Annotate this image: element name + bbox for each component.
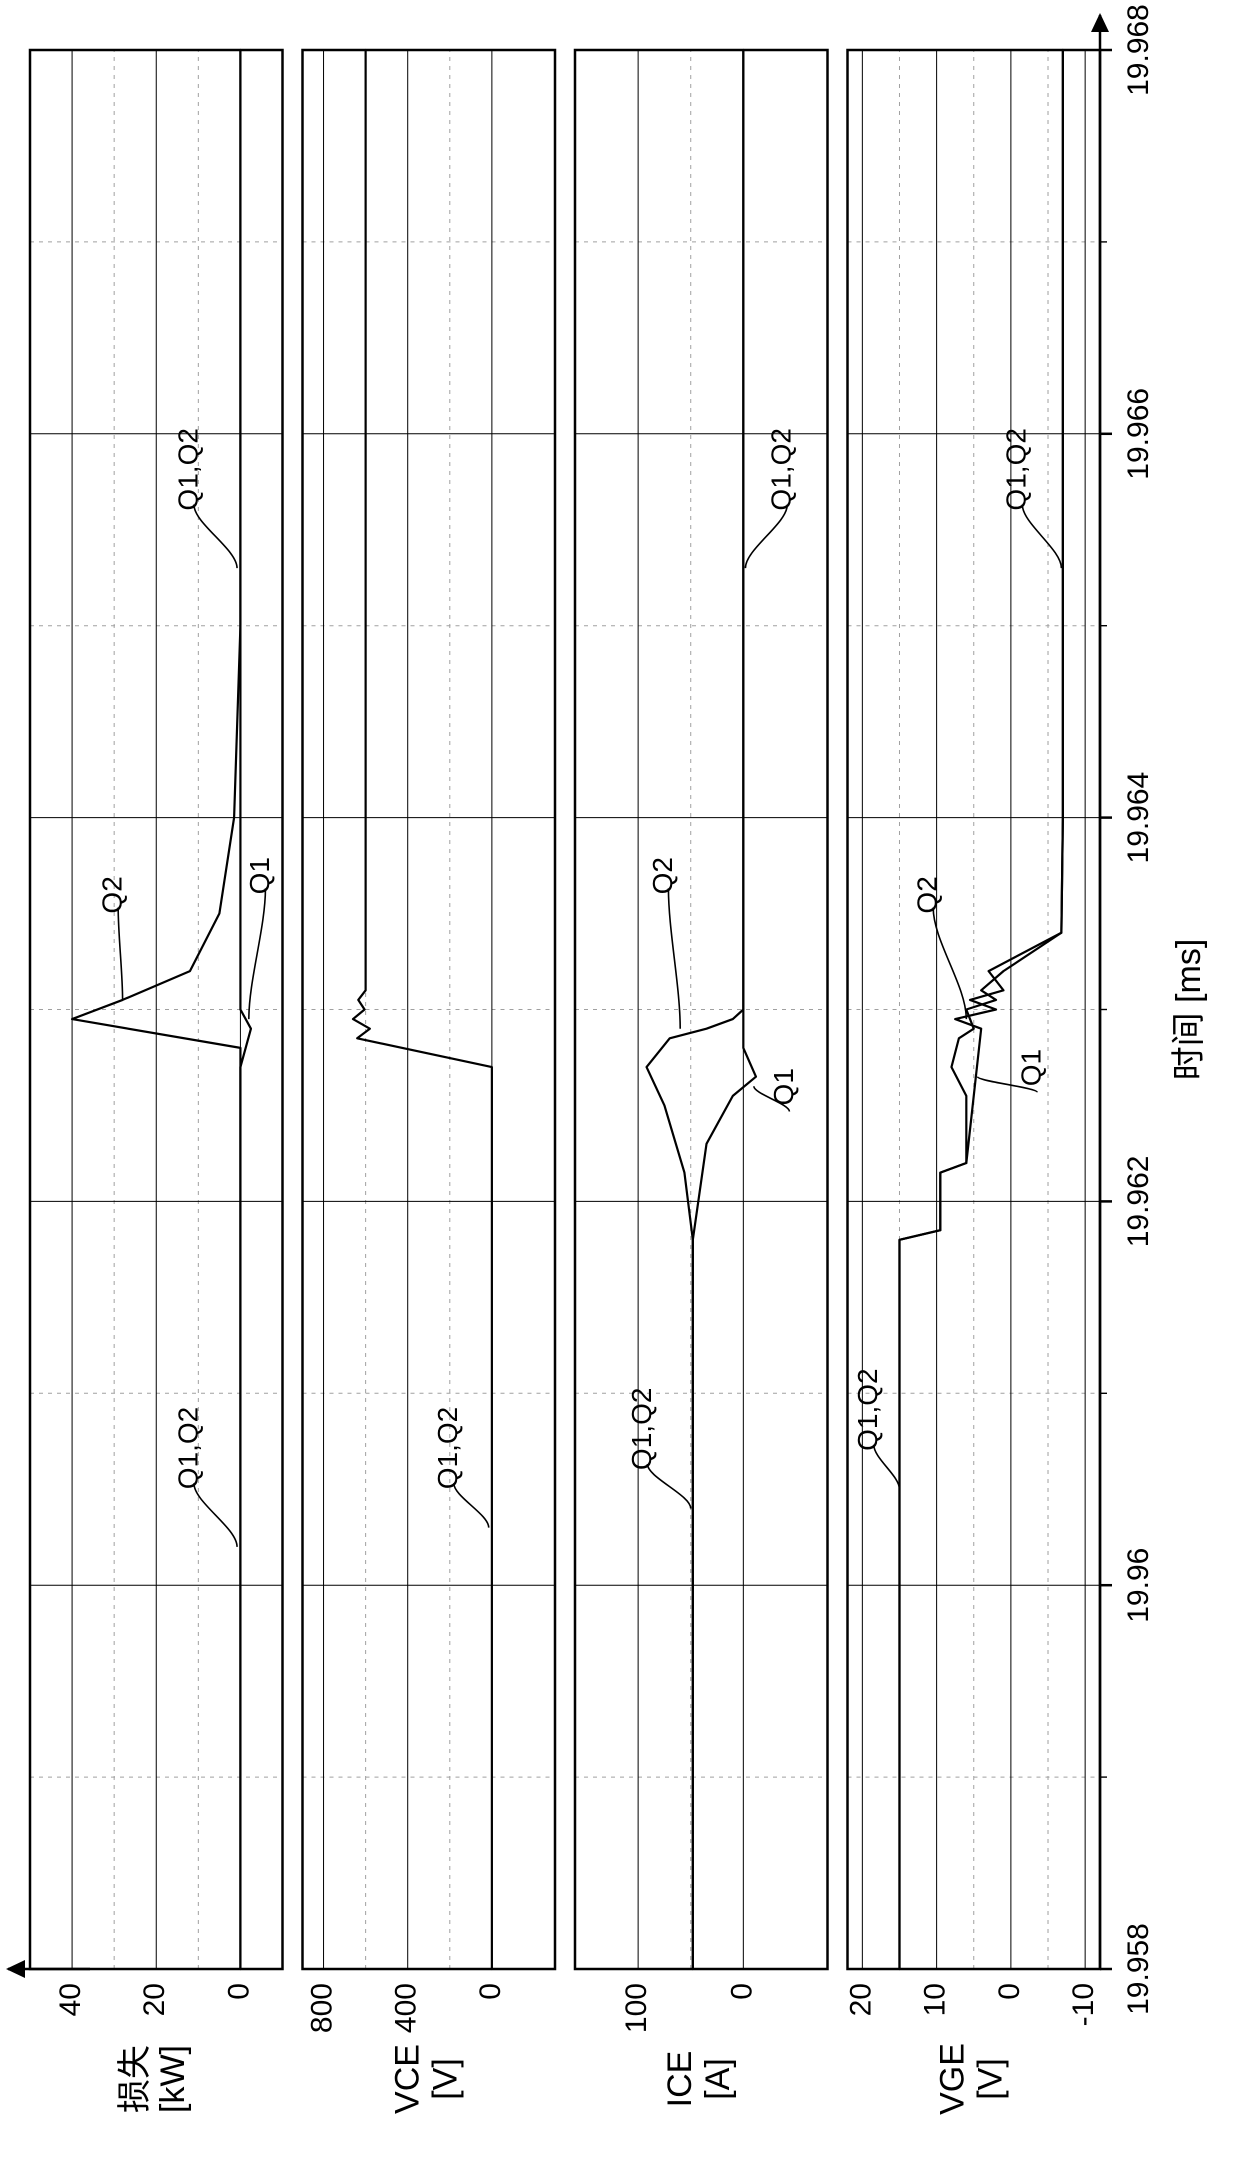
ytick-label: 20 bbox=[844, 1983, 877, 2016]
yaxis-label: [A] bbox=[699, 2058, 737, 2100]
xtick-label: 19.962 bbox=[1122, 1156, 1155, 1248]
annotation-label: Q1,Q2 bbox=[172, 428, 203, 510]
yaxis-label: [kW] bbox=[154, 2045, 192, 2113]
xtick-label: 19.968 bbox=[1122, 4, 1155, 96]
annotation-label: Q1 bbox=[1016, 1049, 1047, 1086]
xtick-label: 19.964 bbox=[1122, 772, 1155, 864]
annotation-leader bbox=[745, 505, 787, 569]
xtick-label: 19.966 bbox=[1122, 388, 1155, 480]
ytick-label: 0 bbox=[474, 1983, 507, 2000]
annotation-label: Q1,Q2 bbox=[626, 1388, 657, 1470]
annotation-label: Q1,Q2 bbox=[432, 1407, 463, 1489]
yaxis-label: [V] bbox=[972, 2058, 1010, 2100]
ytick-label: 40 bbox=[54, 1983, 87, 2016]
panel-vce: 0 400 800 VCE[V] Q1,Q2 bbox=[303, 50, 556, 2114]
annotation-label: Q1,Q2 bbox=[766, 428, 797, 510]
ytick-label: 0 bbox=[222, 1983, 255, 2000]
ytick-label: 800 bbox=[305, 1983, 338, 2033]
ytick-label: -10 bbox=[1067, 1983, 1100, 2026]
annotation-leader bbox=[1022, 505, 1061, 569]
yaxis-label: VGE bbox=[934, 2043, 972, 2115]
annotation-label: Q1,Q2 bbox=[172, 1407, 203, 1489]
xtick-label: 19.96 bbox=[1122, 1548, 1155, 1623]
annotation-leader bbox=[933, 908, 966, 1020]
annotation-label: Q1,Q2 bbox=[1001, 428, 1032, 510]
annotation-label: Q1 bbox=[244, 857, 275, 894]
yaxis-label: 损失 bbox=[116, 2045, 154, 2113]
multi-panel-chart: 02040损失[kW]Q1,Q2Q2Q1Q1,Q20400800VCE[V]Q1… bbox=[0, 0, 1240, 2169]
annotation-leader bbox=[249, 888, 266, 1019]
annotation-label: Q2 bbox=[647, 857, 678, 894]
yaxis-label: ICE bbox=[661, 2051, 699, 2108]
annotation-label: Q1 bbox=[768, 1068, 799, 1105]
ytick-label: 400 bbox=[390, 1983, 423, 2033]
annotation-label: Q1,Q2 bbox=[852, 1368, 883, 1450]
yaxis-label: VCE bbox=[389, 2044, 427, 2114]
xtick-label: 19.958 bbox=[1122, 1923, 1155, 2015]
annotation-leader bbox=[118, 908, 122, 1000]
panel-vge: -10 0 10 20 VGE[V] Q1,Q2 Q1 Q2 Q1,Q2 19.958 19.96 1… bbox=[844, 4, 1208, 2115]
ytick-label: 100 bbox=[620, 1983, 653, 2033]
annotation-leader bbox=[194, 1483, 237, 1547]
annotation-leader bbox=[668, 888, 680, 1028]
panel-loss: 0 20 40 损失[kW] Q1,Q2 Q2 Q1 Q1,Q2 bbox=[30, 50, 283, 2113]
ytick-label: 10 bbox=[919, 1983, 952, 2016]
annotation-label: Q2 bbox=[912, 876, 943, 913]
page-root: 02040损失[kW]Q1,Q2Q2Q1Q1,Q20400800VCE[V]Q1… bbox=[0, 0, 1240, 2169]
xaxis-label: 时间 [ms] bbox=[1170, 939, 1208, 1081]
panel-ice: 0 100ICE[A] Q1,Q2 Q1 Q2 Q1,Q2 bbox=[575, 50, 828, 2107]
annotation-leader bbox=[194, 505, 237, 569]
annotation-label: Q2 bbox=[97, 876, 128, 913]
yaxis-label: [V] bbox=[427, 2058, 465, 2100]
ytick-label: 20 bbox=[138, 1983, 171, 2016]
ytick-label: 0 bbox=[725, 1983, 758, 2000]
ytick-label: 0 bbox=[993, 1983, 1026, 2000]
